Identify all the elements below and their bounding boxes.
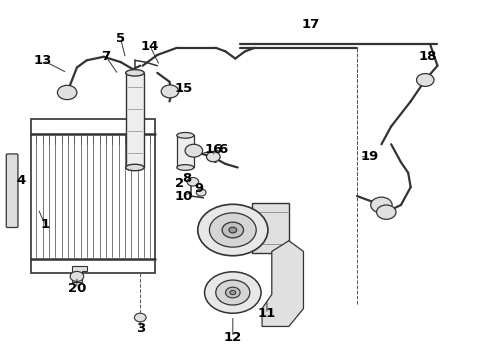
Circle shape — [222, 222, 244, 238]
Polygon shape — [177, 135, 194, 167]
Polygon shape — [125, 73, 144, 167]
Circle shape — [185, 144, 202, 157]
Polygon shape — [252, 203, 289, 253]
Text: 11: 11 — [258, 307, 276, 320]
Text: 14: 14 — [141, 40, 159, 53]
Circle shape — [209, 213, 256, 247]
Circle shape — [198, 204, 268, 256]
Ellipse shape — [125, 164, 144, 171]
Text: 3: 3 — [136, 322, 145, 335]
Text: 5: 5 — [116, 32, 125, 45]
Ellipse shape — [125, 69, 144, 76]
Circle shape — [371, 197, 392, 213]
Text: 18: 18 — [418, 50, 437, 63]
Text: 2: 2 — [174, 177, 184, 190]
Circle shape — [376, 205, 396, 219]
Text: 19: 19 — [360, 150, 378, 163]
Text: 20: 20 — [68, 283, 86, 296]
FancyBboxPatch shape — [6, 154, 18, 228]
Circle shape — [230, 291, 236, 295]
Polygon shape — [72, 266, 87, 282]
Circle shape — [70, 271, 84, 282]
Circle shape — [57, 85, 77, 100]
Circle shape — [206, 152, 220, 162]
Circle shape — [161, 85, 179, 98]
Polygon shape — [30, 119, 155, 273]
Text: 12: 12 — [224, 331, 242, 344]
Circle shape — [196, 189, 206, 196]
Text: 7: 7 — [101, 50, 111, 63]
Text: 6: 6 — [219, 143, 228, 156]
Text: 8: 8 — [182, 172, 191, 185]
Text: 16: 16 — [204, 143, 222, 156]
Ellipse shape — [177, 165, 194, 170]
Circle shape — [216, 280, 250, 305]
Circle shape — [225, 287, 240, 298]
Circle shape — [229, 227, 237, 233]
Polygon shape — [262, 241, 303, 327]
Circle shape — [187, 177, 199, 186]
Text: 9: 9 — [194, 183, 203, 195]
Text: 13: 13 — [34, 54, 52, 67]
Text: 1: 1 — [41, 218, 50, 231]
Ellipse shape — [177, 132, 194, 138]
Text: 10: 10 — [175, 190, 193, 203]
Circle shape — [204, 272, 261, 313]
Text: 17: 17 — [302, 18, 320, 31]
Circle shape — [134, 313, 146, 322]
Text: 15: 15 — [175, 82, 193, 95]
Text: 4: 4 — [16, 174, 25, 186]
Circle shape — [416, 73, 434, 86]
